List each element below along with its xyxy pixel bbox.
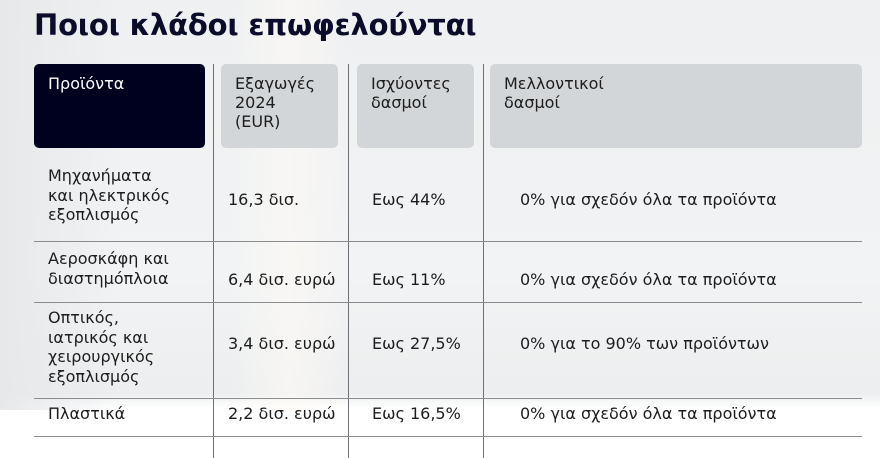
row-divider-2 (34, 302, 862, 303)
header-products: Προϊόντα (34, 64, 205, 148)
header-exports-line2: 2024 (235, 93, 276, 112)
column-divider-2 (348, 64, 349, 458)
row-3-product-line2: ιατρικός και (48, 327, 149, 347)
row-divider-1 (34, 241, 862, 242)
column-divider-1 (213, 64, 214, 458)
table-row-2-product: Αεροσκάφη και διαστημόπλοια (48, 249, 213, 294)
table-row-1-future-tariffs: 0% για σχεδόν όλα τα προϊόντα (520, 190, 777, 210)
page-title: Ποιοι κλάδοι επωφελούνται (34, 8, 477, 42)
table-row-4-current-tariffs: Εως 16,5% (372, 404, 461, 424)
row-1-product-line1: Μηχανήματα (48, 166, 152, 185)
column-divider-3 (483, 64, 484, 458)
table-row-4-future-tariffs: 0% για σχεδόν όλα τα προϊόντα (520, 404, 777, 424)
header-future-line2: δασμοί (504, 93, 560, 112)
row-divider-3 (34, 398, 862, 399)
header-future-tariffs: Μελλοντικοί δασμοί (490, 64, 862, 148)
row-4-product-line1: Πλαστικά (48, 404, 126, 423)
row-1-product-line3: εξοπλισμός (48, 205, 140, 224)
row-divider-4 (34, 436, 862, 437)
row-3-product-line4: εξοπλισμός (48, 366, 140, 386)
table-row-2-future-tariffs: 0% για σχεδόν όλα τα προϊόντα (520, 270, 777, 290)
table-row-3-product: Οπτικός, ιατρικός και χειρουργικός εξοπλ… (48, 308, 213, 392)
table-row-2-exports: 6,4 δισ. ευρώ (228, 270, 336, 290)
row-1-product-line2: και ηλεκτρικός (48, 185, 170, 205)
row-3-product-line1: Οπτικός, (48, 308, 119, 327)
header-future-line1: Μελλοντικοί (504, 74, 604, 93)
row-3-product-line3: χειρουργικός (48, 347, 155, 366)
table-row-4-exports: 2,2 δισ. ευρώ (228, 404, 336, 424)
table-row-4-product: Πλαστικά (48, 404, 213, 424)
table-row-1-current-tariffs: Εως 44% (372, 190, 446, 210)
header-current-line2: δασμοί (371, 93, 427, 112)
table-row-3-current-tariffs: Εως 27,5% (372, 334, 461, 354)
table-row-3-future-tariffs: 0% για το 90% των προϊόντων (520, 334, 769, 354)
table-row-2-current-tariffs: Εως 11% (372, 270, 446, 290)
header-current-line1: Ισχύοντες (371, 74, 451, 93)
header-products-label: Προϊόντα (48, 74, 125, 93)
header-exports-2024: Εξαγωγές 2024 (EUR) (221, 64, 338, 148)
header-exports-line3: (EUR) (235, 112, 281, 131)
table-row-1-exports: 16,3 δισ. (228, 190, 300, 210)
row-2-product-line1: Αεροσκάφη και (48, 249, 169, 268)
row-2-product-line2: διαστημόπλοια (48, 268, 169, 288)
table-row-3-exports: 3,4 δισ. ευρώ (228, 334, 336, 354)
header-exports-line1: Εξαγωγές (235, 74, 315, 93)
header-current-tariffs: Ισχύοντες δασμοί (357, 64, 474, 148)
table-row-1-product: Μηχανήματα και ηλεκτρικός εξοπλισμός (48, 166, 213, 241)
